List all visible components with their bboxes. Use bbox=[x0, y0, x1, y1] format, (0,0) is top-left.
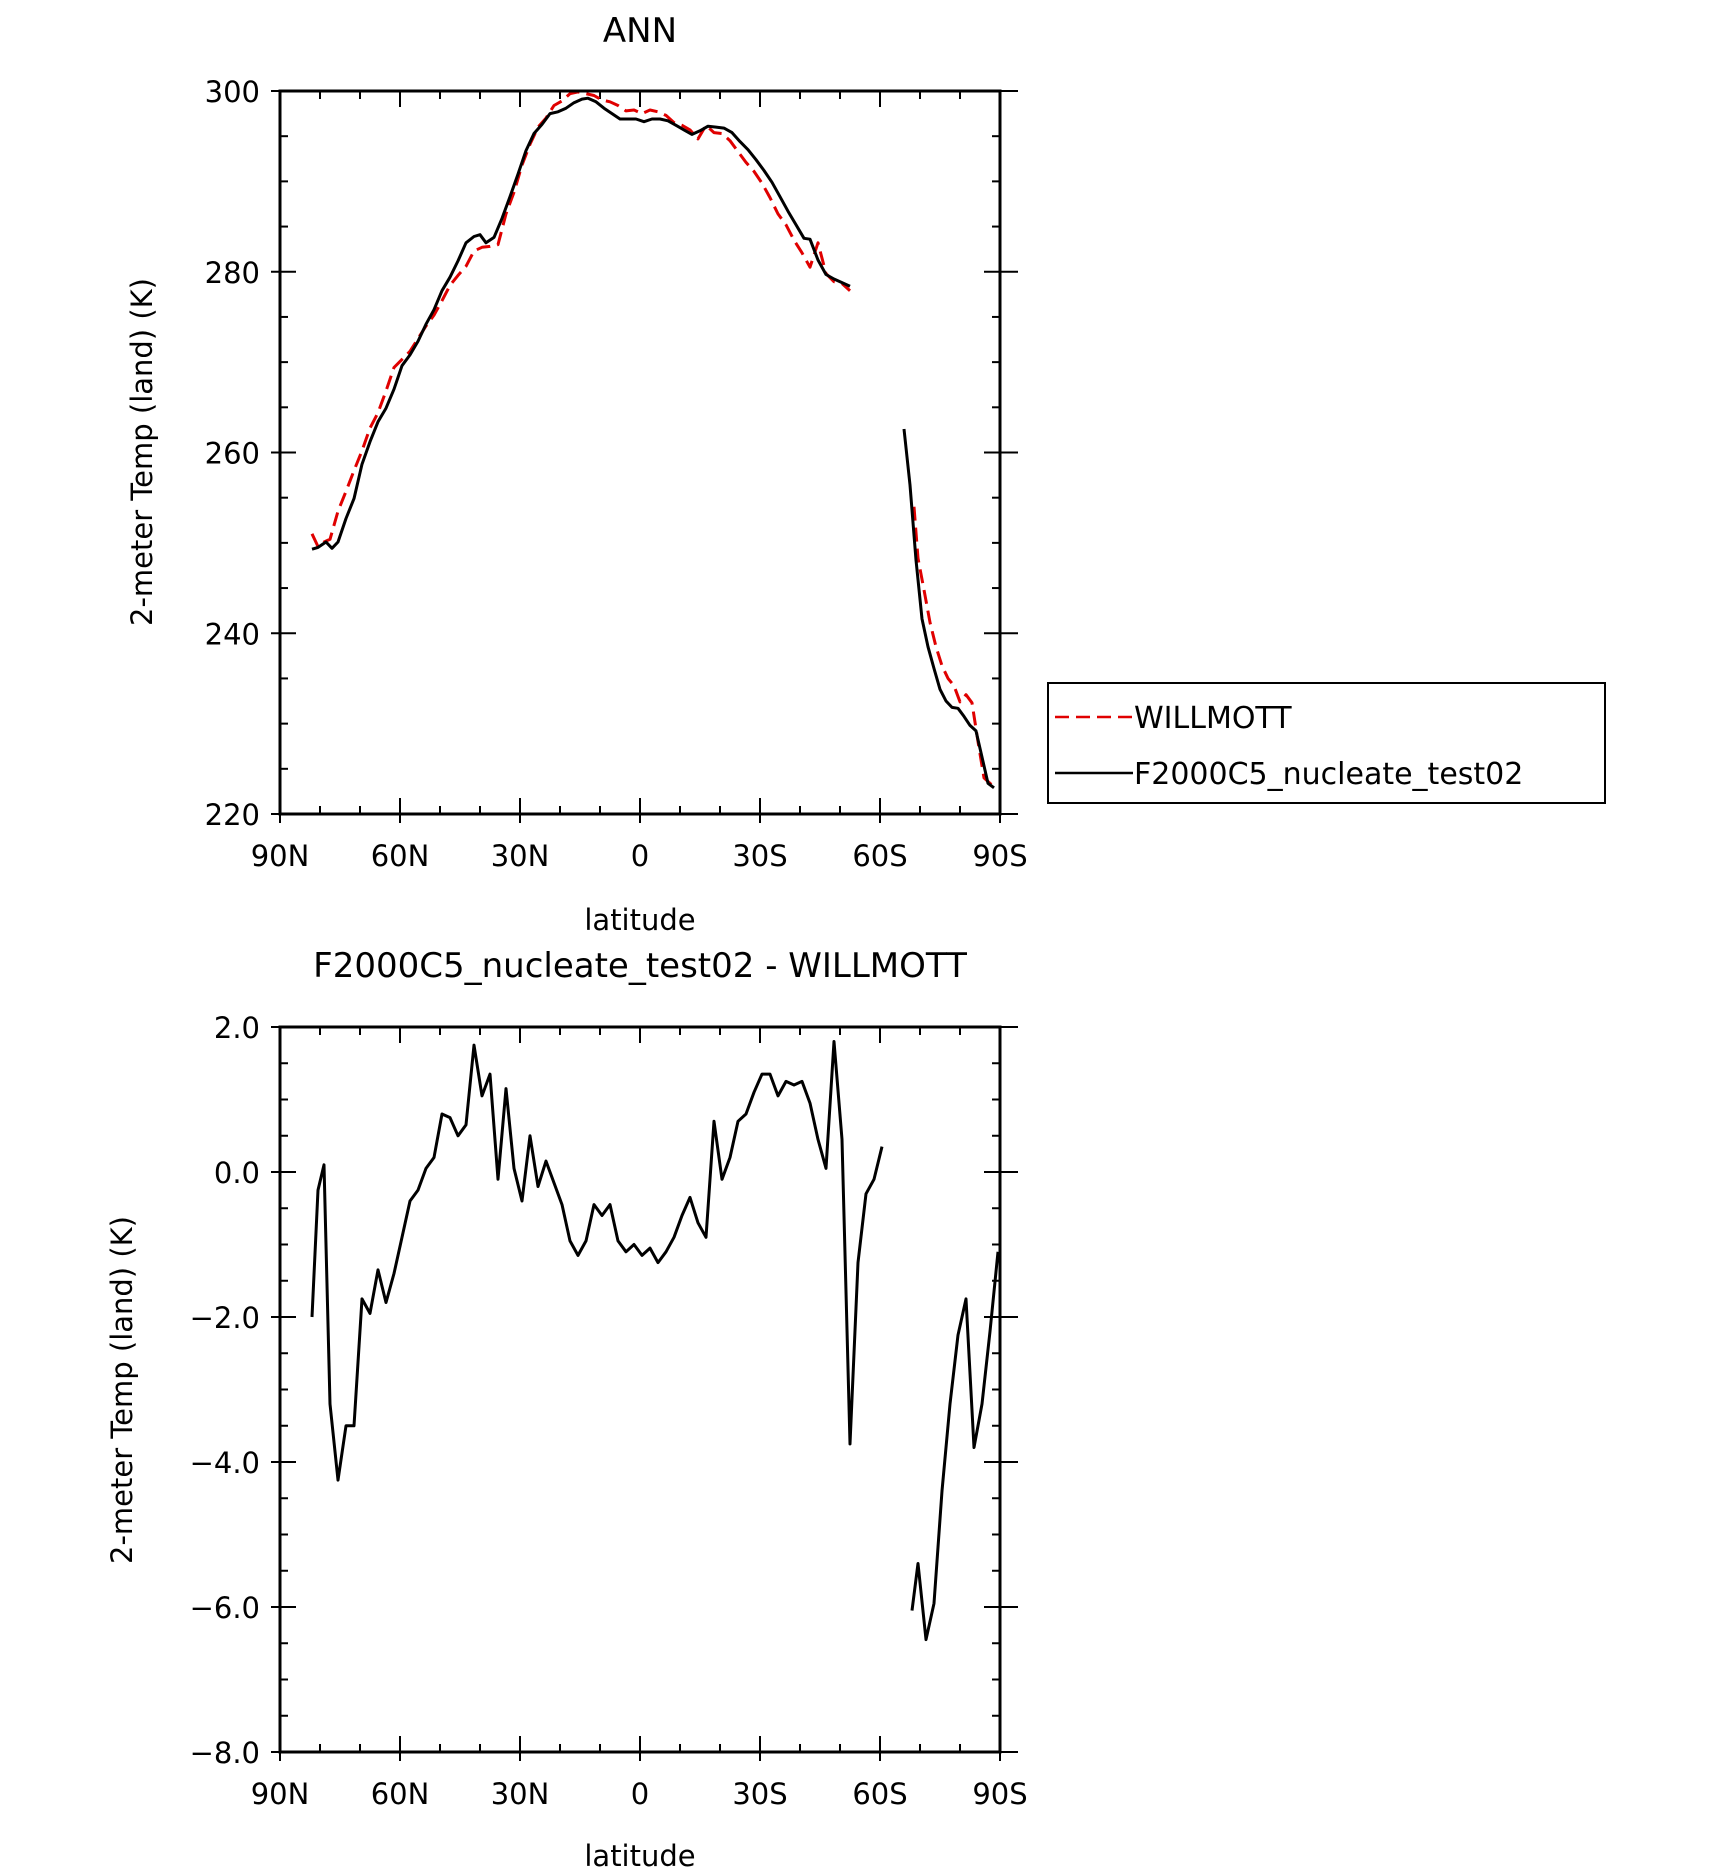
top-chart-y-axis-label: 2-meter Temp (land) (K) bbox=[125, 278, 159, 626]
legend-box bbox=[1047, 682, 1606, 804]
bottom-chart-x-tick-label: 90S bbox=[972, 1777, 1027, 1811]
bottom-chart-x-tick-label: 60N bbox=[371, 1777, 430, 1811]
bottom-chart-x-tick-label: 30N bbox=[491, 1777, 550, 1811]
top-chart-series-line-1 bbox=[311, 96, 851, 551]
bottom-chart-panel: F2000C5_nucleate_test02 - WILLMOTT 90N 60… bbox=[105, 946, 1028, 1872]
bottom-chart-ticks: 90N 60N 30N 0 30S 60S 90S −8.0 −6.0 −4.0 −2.0 0.0 2.… bbox=[190, 1011, 1028, 1811]
bottom-chart-y-axis-label: 2-meter Temp (land) (K) bbox=[105, 1216, 139, 1564]
top-chart-x-tick-label: 30S bbox=[732, 839, 787, 873]
bottom-chart-y-tick-label: 0.0 bbox=[214, 1156, 260, 1190]
legend-label-model: F2000C5_nucleate_test02 bbox=[1134, 757, 1523, 792]
top-chart-y-tick-label: 240 bbox=[205, 617, 260, 651]
top-chart-x-tick-label: 90S bbox=[972, 839, 1027, 873]
top-chart-x-tick-label: 60N bbox=[371, 839, 430, 873]
bottom-chart-x-tick-label: 0 bbox=[631, 1777, 649, 1811]
top-chart-y-tick-label: 220 bbox=[205, 798, 260, 832]
top-chart-x-tick-label: 60S bbox=[852, 839, 907, 873]
top-chart-y-tick-label: 300 bbox=[205, 75, 260, 109]
top-chart-x-tick-label: 30N bbox=[491, 839, 550, 873]
top-chart-y-tick-label: 280 bbox=[205, 256, 260, 290]
top-chart-x-tick-label: 0 bbox=[631, 839, 649, 873]
bottom-chart-plot-frame bbox=[278, 1025, 1002, 1754]
bottom-chart-x-tick-label: 30S bbox=[732, 1777, 787, 1811]
top-chart-series-line-1 bbox=[902, 428, 995, 789]
top-chart-lines bbox=[310, 90, 995, 789]
top-chart-title: ANN bbox=[603, 11, 677, 51]
bottom-chart-series-line-0 bbox=[910, 1251, 1000, 1642]
bottom-chart-title: F2000C5_nucleate_test02 - WILLMOTT bbox=[313, 946, 967, 986]
bottom-chart-y-tick-label: −2.0 bbox=[190, 1301, 260, 1335]
top-chart-plot-frame bbox=[278, 89, 1002, 816]
bottom-chart-y-tick-label: 2.0 bbox=[214, 1011, 260, 1045]
top-chart-x-tick-label: 90N bbox=[251, 839, 310, 873]
top-chart-panel: ANN 90N 60N 30N 0 30S 60S 90S 220 240 260 280 300 l… bbox=[125, 11, 1606, 937]
top-chart-x-axis-label: latitude bbox=[584, 903, 695, 937]
bottom-chart-series-line-0 bbox=[310, 1040, 884, 1482]
bottom-chart-x-tick-label: 90N bbox=[251, 1777, 310, 1811]
legend-label-willmott: WILLMOTT bbox=[1134, 701, 1292, 736]
bottom-chart-y-tick-label: −6.0 bbox=[190, 1591, 260, 1625]
top-chart-y-tick-label: 260 bbox=[205, 437, 260, 471]
bottom-chart-lines bbox=[310, 1040, 1000, 1642]
bottom-chart-y-tick-label: −8.0 bbox=[190, 1736, 260, 1770]
bottom-chart-x-tick-label: 60S bbox=[852, 1777, 907, 1811]
bottom-chart-y-tick-label: −4.0 bbox=[190, 1446, 260, 1480]
legend: WILLMOTT F2000C5_nucleate_test02 bbox=[1047, 682, 1606, 804]
top-chart-series-line-0 bbox=[310, 90, 852, 548]
top-chart-ticks: 90N 60N 30N 0 30S 60S 90S 220 240 260 280 300 bbox=[205, 75, 1028, 873]
bottom-chart-x-axis-label: latitude bbox=[584, 1839, 695, 1872]
